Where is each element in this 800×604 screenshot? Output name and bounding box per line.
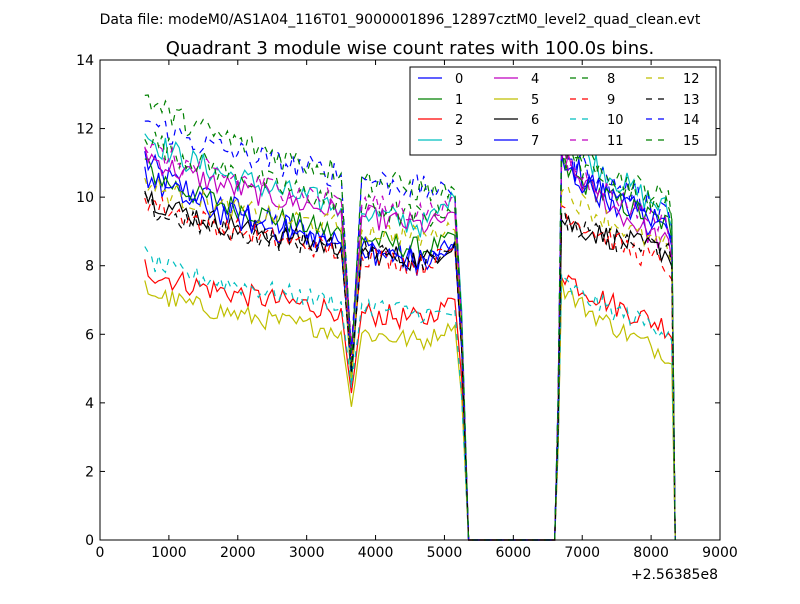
plot-frame bbox=[99, 59, 721, 541]
y-tick-label: 8 bbox=[85, 259, 94, 275]
legend-label: 15 bbox=[683, 134, 700, 149]
series-line-7 bbox=[144, 154, 676, 541]
legend-label: 0 bbox=[455, 72, 463, 87]
y-tick-label: 12 bbox=[76, 122, 94, 138]
legend-label: 8 bbox=[607, 72, 615, 87]
series-line-5 bbox=[144, 279, 676, 541]
y-tick-label: 4 bbox=[85, 396, 94, 412]
legend-label: 12 bbox=[683, 72, 700, 87]
x-tick-label: 8000 bbox=[633, 545, 669, 561]
series-line-2 bbox=[144, 259, 676, 541]
legend-label: 9 bbox=[607, 93, 615, 108]
y-tick-label: 2 bbox=[85, 464, 94, 480]
series-line-12 bbox=[144, 177, 676, 541]
y-tick-label: 14 bbox=[76, 53, 94, 69]
series-line-0 bbox=[144, 142, 676, 541]
series-line-8 bbox=[144, 124, 676, 541]
legend-label: 10 bbox=[607, 113, 624, 128]
legend-label: 6 bbox=[531, 113, 539, 128]
legend-label: 2 bbox=[455, 113, 463, 128]
x-tick-label: 4000 bbox=[358, 545, 394, 561]
legend-label: 7 bbox=[531, 134, 539, 149]
y-tick-label: 6 bbox=[85, 327, 94, 343]
series-line-13 bbox=[144, 192, 676, 541]
x-tick-label: 5000 bbox=[427, 545, 463, 561]
chart-title: Quadrant 3 module wise count rates with … bbox=[166, 38, 655, 59]
series-line-10 bbox=[144, 246, 676, 541]
x-tick-label: 9000 bbox=[702, 545, 738, 561]
x-axis: 0 1000 2000 3000 4000 5000 6000 7000 8000 9000 bbox=[96, 60, 738, 561]
y-tick-label: 0 bbox=[85, 533, 94, 549]
legend-label: 11 bbox=[607, 134, 624, 149]
x-tick-label: 3000 bbox=[289, 545, 325, 561]
x-tick-label: 1000 bbox=[151, 545, 187, 561]
legend-label: 5 bbox=[531, 93, 539, 108]
legend-label: 4 bbox=[531, 72, 539, 87]
series-group bbox=[144, 94, 676, 541]
x-tick-label: 2000 bbox=[220, 545, 256, 561]
x-tick-label: 7000 bbox=[564, 545, 600, 561]
x-tick-label: 6000 bbox=[496, 545, 532, 561]
legend-box bbox=[409, 66, 717, 156]
x-offset-label: +2.56385e8 bbox=[631, 567, 718, 583]
legend-label: 13 bbox=[683, 93, 700, 108]
series-line-11 bbox=[144, 143, 676, 541]
legend-label: 3 bbox=[455, 134, 463, 149]
figure-suptitle: Data file: modeM0/AS1A04_116T01_90000018… bbox=[100, 12, 701, 28]
y-tick-label: 10 bbox=[76, 190, 94, 206]
x-tick-label: 0 bbox=[96, 545, 105, 561]
series-line-14 bbox=[144, 120, 676, 541]
series-line-15 bbox=[144, 94, 676, 541]
legend-label: 14 bbox=[683, 113, 700, 128]
legend-label: 1 bbox=[455, 93, 463, 108]
series-line-6 bbox=[144, 190, 676, 541]
